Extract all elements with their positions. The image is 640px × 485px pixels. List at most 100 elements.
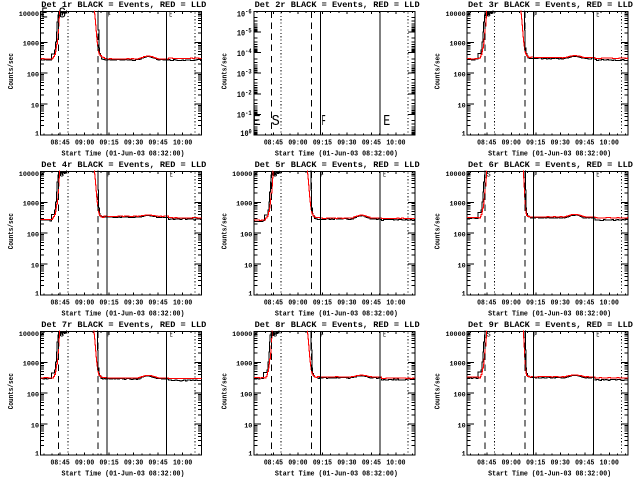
- svg-text:Det 2r BLACK = Events, RED = L: Det 2r BLACK = Events, RED = LLD: [255, 0, 420, 10]
- svg-text:-2: -2: [245, 89, 252, 96]
- svg-text:E: E: [468, 12, 471, 20]
- svg-text:Counts/sec: Counts/sec: [221, 213, 229, 249]
- svg-text:E: E: [596, 12, 599, 20]
- svg-text:10000: 10000: [19, 331, 39, 339]
- svg-text:09:15: 09:15: [313, 460, 332, 468]
- svg-text:100: 100: [27, 72, 39, 80]
- svg-text:1: 1: [35, 450, 39, 458]
- svg-text:09:45: 09:45: [362, 140, 381, 148]
- svg-text:F: F: [534, 332, 537, 340]
- svg-text:10000: 10000: [445, 171, 465, 179]
- svg-text:09:45: 09:45: [149, 300, 168, 308]
- svg-text:Det 5r BLACK = Events, RED = L: Det 5r BLACK = Events, RED = LLD: [255, 160, 420, 170]
- svg-text:10000: 10000: [232, 171, 252, 179]
- svg-text:08:45: 08:45: [264, 300, 283, 308]
- svg-text:-3: -3: [245, 69, 252, 76]
- svg-text:Counts/sec: Counts/sec: [221, 373, 229, 409]
- svg-text:10: 10: [237, 71, 245, 80]
- svg-text:10:00: 10:00: [386, 300, 405, 308]
- svg-text:Counts/sec: Counts/sec: [8, 53, 16, 89]
- svg-text:Start Time (01-Jun-03 08:32:00: Start Time (01-Jun-03 08:32:00): [488, 150, 611, 158]
- svg-text:09:00: 09:00: [502, 460, 521, 468]
- svg-text:E: E: [596, 332, 599, 340]
- svg-text:100: 100: [454, 392, 466, 400]
- svg-text:Start Time (01-Jun-03 08:32:00: Start Time (01-Jun-03 08:32:00): [275, 150, 398, 158]
- svg-text:09:45: 09:45: [362, 460, 381, 468]
- svg-text:-5: -5: [245, 28, 252, 35]
- svg-text:1000: 1000: [449, 361, 465, 369]
- svg-text:10: 10: [31, 422, 39, 430]
- svg-text:100: 100: [27, 232, 39, 240]
- svg-text:Counts/sec: Counts/sec: [435, 373, 443, 409]
- svg-text:F: F: [534, 12, 537, 20]
- svg-text:09:30: 09:30: [337, 300, 356, 308]
- svg-text:S: S: [272, 114, 280, 130]
- svg-text:1000: 1000: [23, 201, 39, 209]
- svg-text:09:15: 09:15: [526, 140, 545, 148]
- svg-text:F: F: [534, 172, 537, 180]
- svg-text:09:30: 09:30: [124, 300, 143, 308]
- svg-text:10: 10: [244, 422, 252, 430]
- svg-text:10000: 10000: [19, 171, 39, 179]
- svg-text:09:15: 09:15: [100, 140, 119, 148]
- svg-text:10: 10: [458, 422, 466, 430]
- svg-text:E: E: [41, 332, 44, 340]
- svg-text:09:00: 09:00: [288, 300, 307, 308]
- svg-text:09:00: 09:00: [288, 460, 307, 468]
- svg-text:10: 10: [237, 11, 245, 20]
- svg-text:S: S: [273, 332, 278, 340]
- svg-text:E: E: [468, 172, 471, 180]
- svg-text:10: 10: [237, 91, 245, 100]
- svg-text:Counts/sec: Counts/sec: [8, 373, 16, 409]
- svg-text:E: E: [254, 172, 257, 180]
- svg-text:1: 1: [35, 130, 39, 138]
- svg-text:1: 1: [462, 130, 466, 138]
- svg-text:09:15: 09:15: [100, 460, 119, 468]
- svg-text:09:15: 09:15: [313, 300, 332, 308]
- svg-text:100: 100: [240, 392, 252, 400]
- svg-text:10: 10: [240, 130, 248, 139]
- svg-text:10: 10: [458, 262, 466, 270]
- svg-text:E: E: [169, 12, 172, 20]
- svg-text:09:15: 09:15: [100, 300, 119, 308]
- svg-text:09:00: 09:00: [75, 140, 94, 148]
- svg-text:Start Time (01-Jun-03 08:32:00: Start Time (01-Jun-03 08:32:00): [275, 470, 398, 478]
- svg-text:100: 100: [240, 232, 252, 240]
- svg-text:E: E: [42, 7, 48, 23]
- svg-text:F: F: [108, 12, 111, 20]
- svg-text:09:30: 09:30: [124, 460, 143, 468]
- svg-text:Counts/sec: Counts/sec: [435, 213, 443, 249]
- svg-text:Det 4r BLACK = Events, RED = L: Det 4r BLACK = Events, RED = LLD: [41, 160, 206, 170]
- svg-text:F: F: [322, 114, 326, 130]
- svg-text:Det 3r BLACK = Events, RED = L: Det 3r BLACK = Events, RED = LLD: [468, 0, 633, 10]
- svg-text:09:45: 09:45: [575, 140, 594, 148]
- svg-text:E: E: [170, 332, 173, 340]
- svg-text:10:00: 10:00: [386, 460, 405, 468]
- svg-text:1: 1: [35, 290, 39, 298]
- svg-text:1000: 1000: [449, 201, 465, 209]
- svg-text:08:45: 08:45: [477, 140, 496, 148]
- svg-text:1: 1: [462, 290, 466, 298]
- svg-text:08:45: 08:45: [264, 460, 283, 468]
- svg-text:100: 100: [454, 232, 466, 240]
- svg-text:E: E: [383, 114, 390, 130]
- svg-text:Start Time (01-Jun-03 08:32:00: Start Time (01-Jun-03 08:32:00): [62, 310, 185, 318]
- svg-text:09:15: 09:15: [526, 460, 545, 468]
- svg-text:10:00: 10:00: [386, 140, 405, 148]
- svg-text:10000: 10000: [232, 331, 252, 339]
- svg-text:Start Time (01-Jun-03 08:32:00: Start Time (01-Jun-03 08:32:00): [488, 470, 611, 478]
- svg-text:1000: 1000: [23, 361, 39, 369]
- svg-text:Start Time (01-Jun-03 08:32:00: Start Time (01-Jun-03 08:32:00): [62, 150, 185, 158]
- svg-text:E: E: [383, 332, 386, 340]
- svg-text:100: 100: [27, 392, 39, 400]
- svg-text:Det 8r BLACK = Events, RED = L: Det 8r BLACK = Events, RED = LLD: [255, 320, 420, 330]
- svg-text:08:45: 08:45: [51, 460, 70, 468]
- svg-text:10: 10: [237, 112, 245, 121]
- svg-text:Counts/sec: Counts/sec: [221, 53, 229, 89]
- svg-text:09:00: 09:00: [502, 140, 521, 148]
- svg-text:09:00: 09:00: [75, 300, 94, 308]
- svg-text:09:30: 09:30: [337, 140, 356, 148]
- svg-text:E: E: [253, 114, 261, 130]
- svg-text:S: S: [59, 7, 66, 23]
- svg-text:10: 10: [31, 102, 39, 110]
